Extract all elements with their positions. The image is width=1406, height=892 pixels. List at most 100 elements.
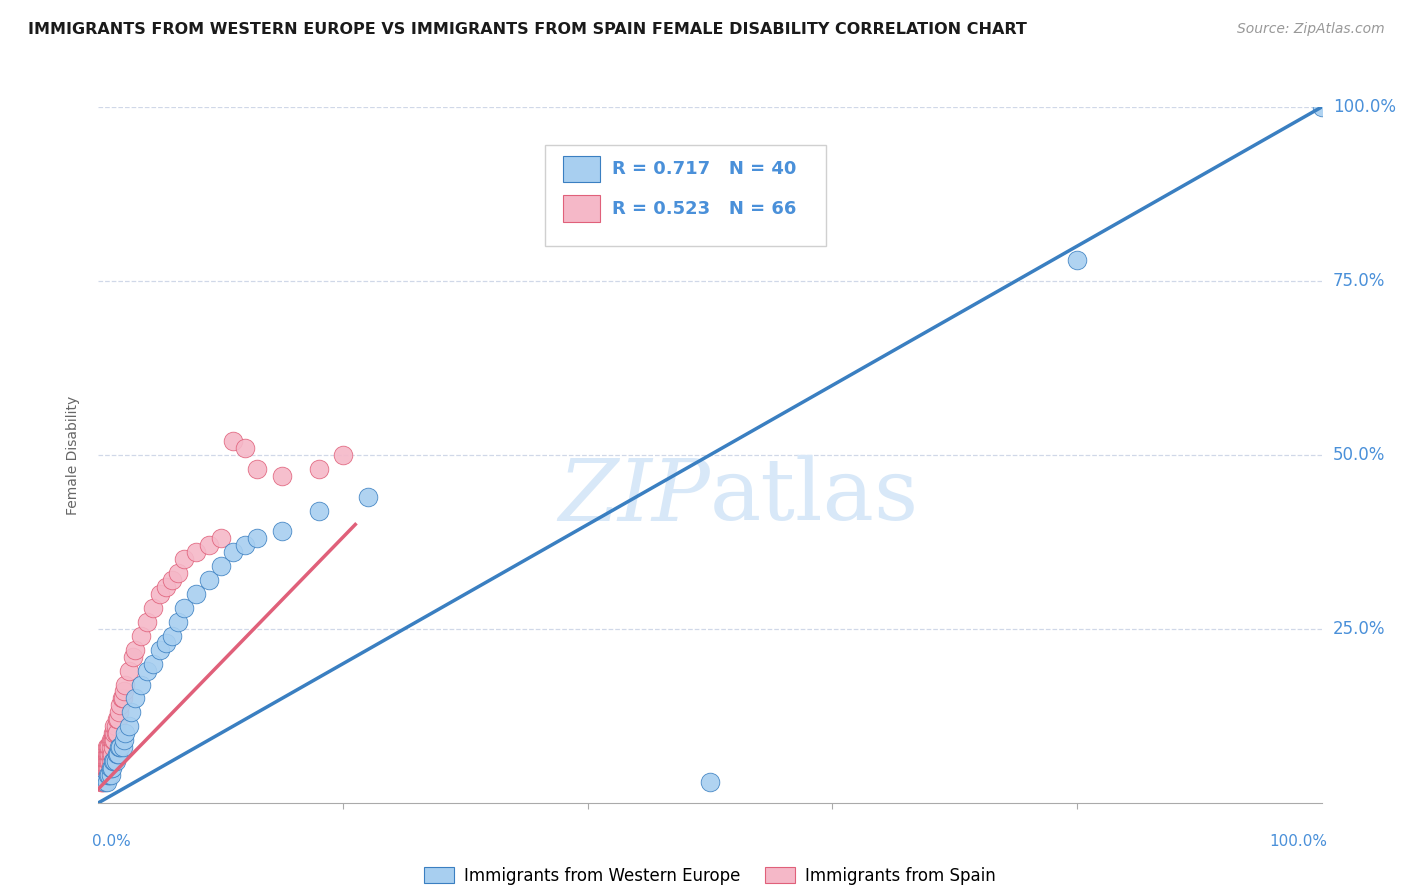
Point (108, 706, 131, 720)
Point (173, 552, 195, 566)
Point (104, 754, 127, 768)
Point (149, 587, 172, 601)
Point (110, 740, 132, 755)
Point (103, 726, 125, 740)
Point (97, 761, 120, 775)
Point (105, 712, 128, 726)
Point (111, 691, 134, 706)
Point (98, 754, 121, 768)
Point (209, 559, 232, 574)
Point (97, 747, 120, 761)
Point (112, 684, 135, 698)
Point (91, 775, 114, 789)
Point (98, 747, 121, 761)
Point (101, 733, 124, 747)
Point (160, 573, 183, 587)
Point (103, 733, 125, 747)
Point (93, 768, 115, 782)
Point (105, 747, 128, 761)
Text: Source: ZipAtlas.com: Source: ZipAtlas.com (1237, 22, 1385, 37)
Text: 0.0%: 0.0% (93, 834, 131, 849)
Point (91, 768, 114, 782)
Point (100, 768, 122, 782)
Point (101, 733, 124, 747)
Point (90, 775, 112, 789)
Point (98, 740, 121, 755)
Point (104, 719, 127, 733)
Point (197, 573, 219, 587)
Point (91, 761, 114, 775)
Point (105, 726, 128, 740)
Point (209, 532, 232, 546)
Point (167, 566, 190, 581)
Text: 50.0%: 50.0% (1333, 446, 1385, 464)
Point (186, 545, 208, 559)
Point (96, 754, 118, 768)
Text: 25.0%: 25.0% (1333, 620, 1385, 638)
FancyBboxPatch shape (564, 156, 600, 182)
Point (111, 691, 134, 706)
Point (222, 545, 245, 559)
Point (118, 664, 141, 678)
Text: R = 0.523   N = 66: R = 0.523 N = 66 (612, 200, 797, 218)
Point (149, 642, 172, 657)
Point (114, 677, 136, 691)
Point (101, 754, 124, 768)
Point (103, 719, 125, 733)
Point (155, 580, 177, 594)
Point (222, 434, 245, 448)
Point (104, 726, 127, 740)
Point (233, 441, 256, 455)
Point (94, 761, 117, 775)
Point (96, 747, 118, 761)
Point (356, 490, 378, 504)
Point (160, 629, 183, 643)
Point (93, 754, 115, 768)
Point (270, 524, 294, 539)
Point (332, 448, 354, 462)
Point (91, 768, 114, 782)
Point (96, 775, 118, 789)
Point (112, 733, 135, 747)
Point (1066, 253, 1088, 268)
Text: 75.0%: 75.0% (1333, 272, 1385, 290)
Text: atlas: atlas (710, 455, 920, 538)
Point (93, 775, 115, 789)
Point (101, 747, 124, 761)
Point (100, 740, 122, 755)
Point (246, 462, 269, 476)
Point (108, 740, 131, 755)
Point (100, 754, 122, 768)
Point (197, 538, 219, 552)
Point (136, 664, 159, 678)
FancyBboxPatch shape (546, 145, 827, 246)
Point (91, 775, 114, 789)
Point (246, 532, 269, 546)
FancyBboxPatch shape (564, 195, 600, 222)
Point (94, 761, 117, 775)
Point (233, 538, 256, 552)
Point (124, 691, 146, 706)
Point (97, 740, 120, 755)
Point (120, 706, 142, 720)
Point (97, 768, 120, 782)
Point (136, 615, 159, 629)
Point (124, 642, 146, 657)
Point (94, 754, 117, 768)
Point (270, 468, 294, 483)
Point (107, 712, 129, 726)
Point (142, 601, 165, 615)
Point (308, 462, 330, 476)
Text: 100.0%: 100.0% (1270, 834, 1327, 849)
Legend: Immigrants from Western Europe, Immigrants from Spain: Immigrants from Western Europe, Immigran… (425, 867, 995, 885)
Point (100, 733, 122, 747)
Point (699, 775, 721, 789)
Point (142, 657, 165, 671)
Point (129, 677, 152, 691)
Point (118, 719, 141, 733)
Point (96, 761, 118, 775)
Text: IMMIGRANTS FROM WESTERN EUROPE VS IMMIGRANTS FROM SPAIN FEMALE DISABILITY CORREL: IMMIGRANTS FROM WESTERN EUROPE VS IMMIGR… (28, 22, 1026, 37)
Point (114, 726, 136, 740)
Point (98, 768, 121, 782)
Point (186, 587, 208, 601)
